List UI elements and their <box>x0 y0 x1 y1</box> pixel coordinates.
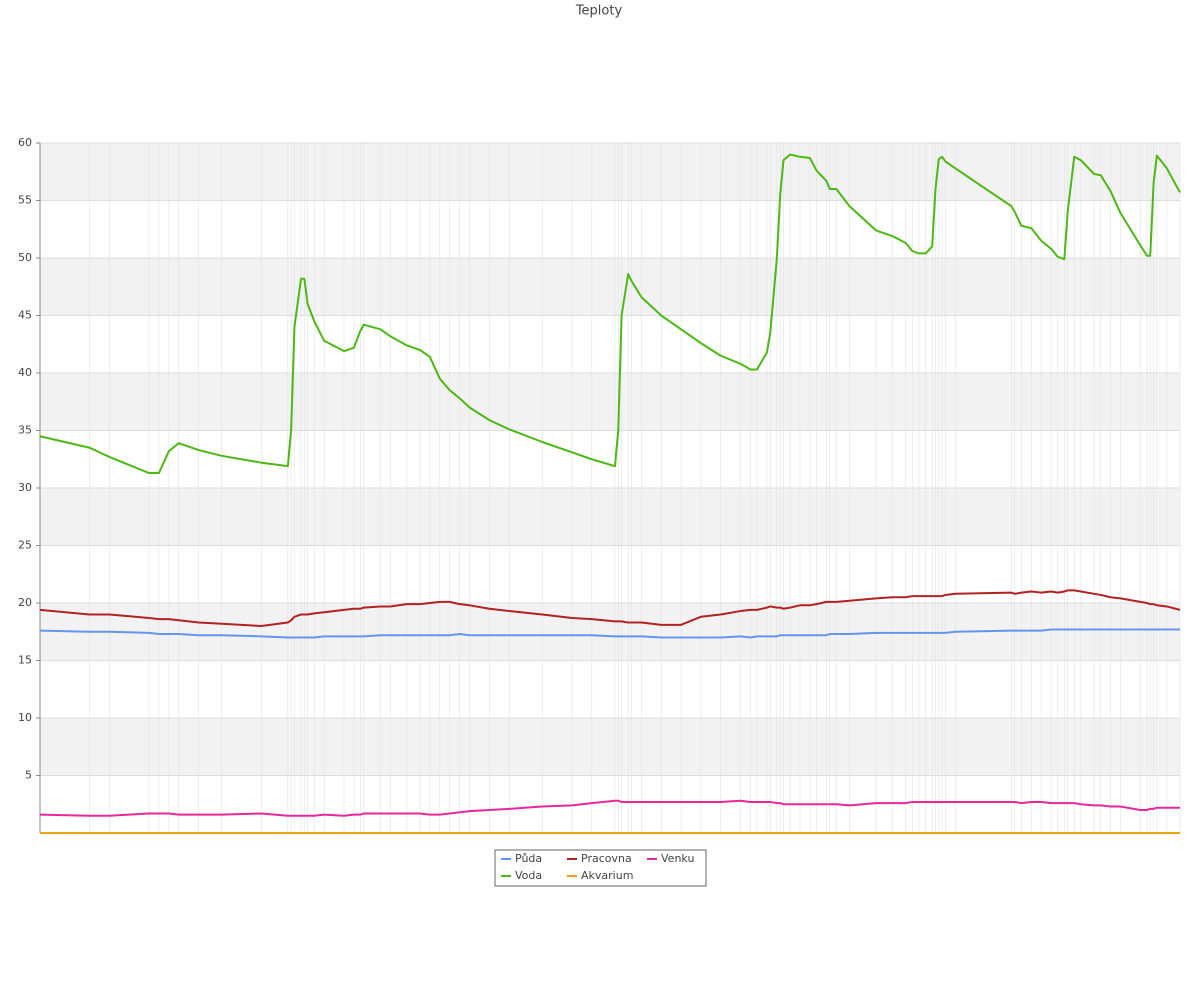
grid-band <box>40 718 1180 776</box>
y-tick-label: 50 <box>18 251 32 264</box>
line-series <box>39 153 1181 475</box>
legend: Půda Pracovna Venku Voda Akvarium <box>494 849 707 887</box>
grid-band <box>40 488 1180 546</box>
y-tick-label: 45 <box>18 309 32 322</box>
y-tick-label: 5 <box>25 769 32 782</box>
y-tick-label: 10 <box>18 711 32 724</box>
chart-title: Teploty <box>575 4 623 19</box>
grid-band <box>40 143 1180 201</box>
legend-label: Venku <box>661 852 694 865</box>
y-tick-label: 55 <box>18 194 32 207</box>
y-tick-label: 35 <box>18 424 32 437</box>
legend-label: Voda <box>515 869 542 882</box>
grid-band <box>40 373 1180 431</box>
y-tick-label: 60 <box>18 136 32 149</box>
line-series <box>39 589 1181 627</box>
y-tick-label: 25 <box>18 539 32 552</box>
line-series <box>39 799 1180 817</box>
legend-label: Půda <box>515 852 542 865</box>
y-tick-label: 15 <box>18 654 32 667</box>
grid-band <box>40 603 1180 661</box>
grid-band <box>40 258 1180 316</box>
legend-label: Pracovna <box>581 852 632 865</box>
y-tick-label: 40 <box>18 366 32 379</box>
legend-label: Akvarium <box>581 869 633 882</box>
y-tick-label: 20 <box>18 596 32 609</box>
y-tick-label: 30 <box>18 481 32 494</box>
legend-box <box>494 849 707 887</box>
line-series <box>39 628 1180 639</box>
